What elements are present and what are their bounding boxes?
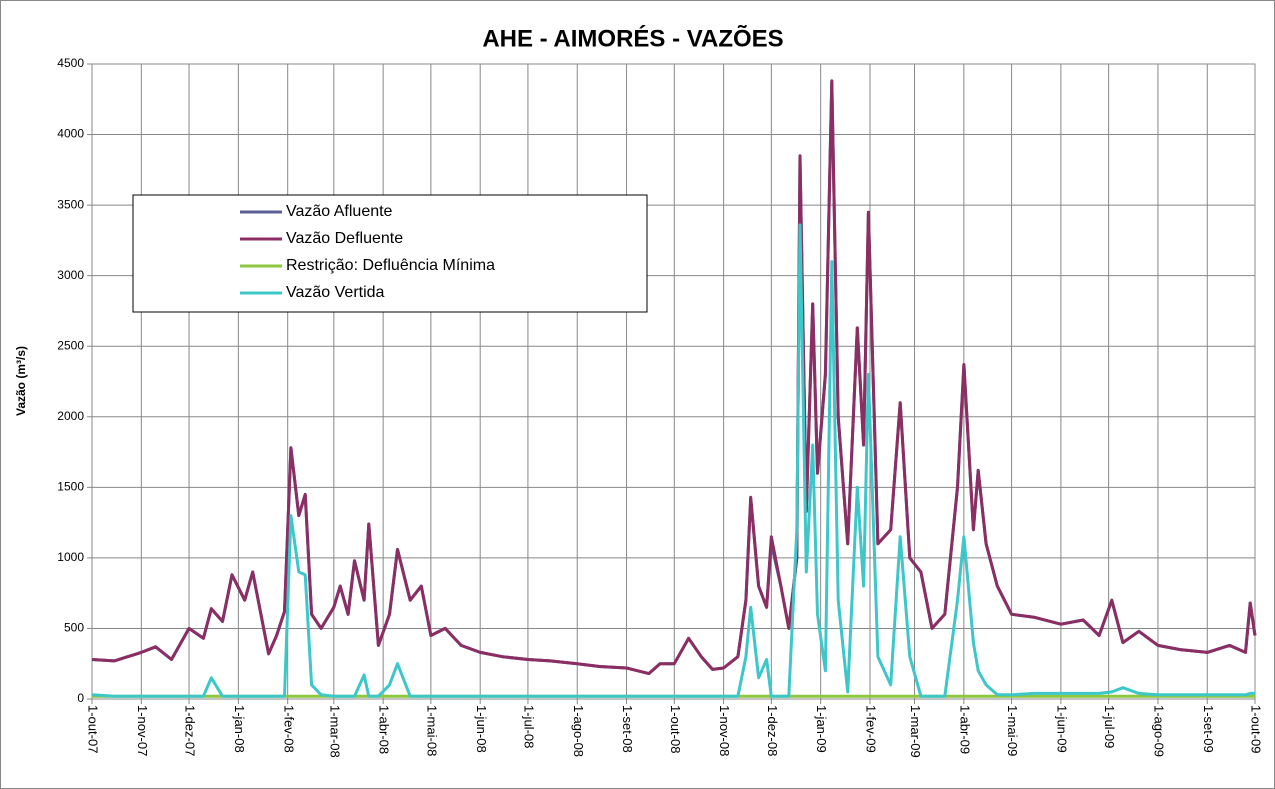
x-tick-label: 1-out-07 [86,705,101,753]
x-tick-label: 1-out-08 [668,705,683,753]
y-tick-label: 0 [77,691,84,705]
x-tick-label: 1-ago-09 [1152,705,1167,757]
chart-title: AHE - AIMORÉS - VAZÕES [482,24,783,52]
y-tick-label: 4500 [57,56,84,70]
y-tick-label: 1500 [57,480,84,494]
y-axis-label: Vazão (m³/s) [14,346,28,416]
x-tick-label: 1-abr-09 [957,705,972,754]
x-tick-label: 1-set-08 [620,705,635,753]
y-tick-label: 3500 [57,197,84,211]
y-tick-label: 1000 [57,550,84,564]
x-tick-label: 1-set-09 [1201,705,1216,753]
x-tick-label: 1-fev-09 [864,705,879,753]
x-tick-label: 1-abr-08 [377,705,392,754]
x-tick-label: 1-nov-07 [135,705,150,756]
legend-label: Vazão Defluente [286,230,403,247]
x-tick-label: 1-jun-08 [474,705,489,753]
x-tick-label: 1-jul-09 [1102,705,1117,748]
series-line [91,223,1255,698]
x-tick-label: 1-out-09 [1249,705,1264,753]
y-tick-label: 500 [64,621,84,635]
legend-label: Vazão Afluente [286,203,393,220]
x-tick-label: 1-jan-09 [814,705,829,753]
y-tick-label: 4000 [57,127,84,141]
legend-label: Vazão Vertida [286,284,385,301]
x-tick-label: 1-jun-09 [1054,705,1069,753]
x-tick-label: 1-jan-08 [232,705,247,753]
x-tick-label: 1-mai-09 [1005,705,1020,756]
x-tick-label: 1-dez-08 [765,705,780,756]
x-tick-label: 1-jul-08 [521,705,536,748]
x-tick-label: 1-mai-08 [424,705,439,756]
x-tick-label: 1-ago-08 [571,705,586,757]
y-tick-label: 2000 [57,409,84,423]
x-tick-label: 1-fev-08 [281,705,296,753]
plot-area [91,63,1256,700]
legend-box [132,194,648,313]
y-tick-label: 3000 [57,268,84,282]
legend-label: Restrição: Defluência Mínima [286,257,495,274]
x-tick-label: 1-dez-07 [183,705,198,756]
x-tick-label: 1-nov-08 [717,705,732,756]
series-line [91,79,1257,676]
x-tick-label: 1-mar-08 [327,705,342,758]
x-tick-label: 1-mar-09 [908,705,923,758]
y-tick-label: 2500 [57,338,84,352]
